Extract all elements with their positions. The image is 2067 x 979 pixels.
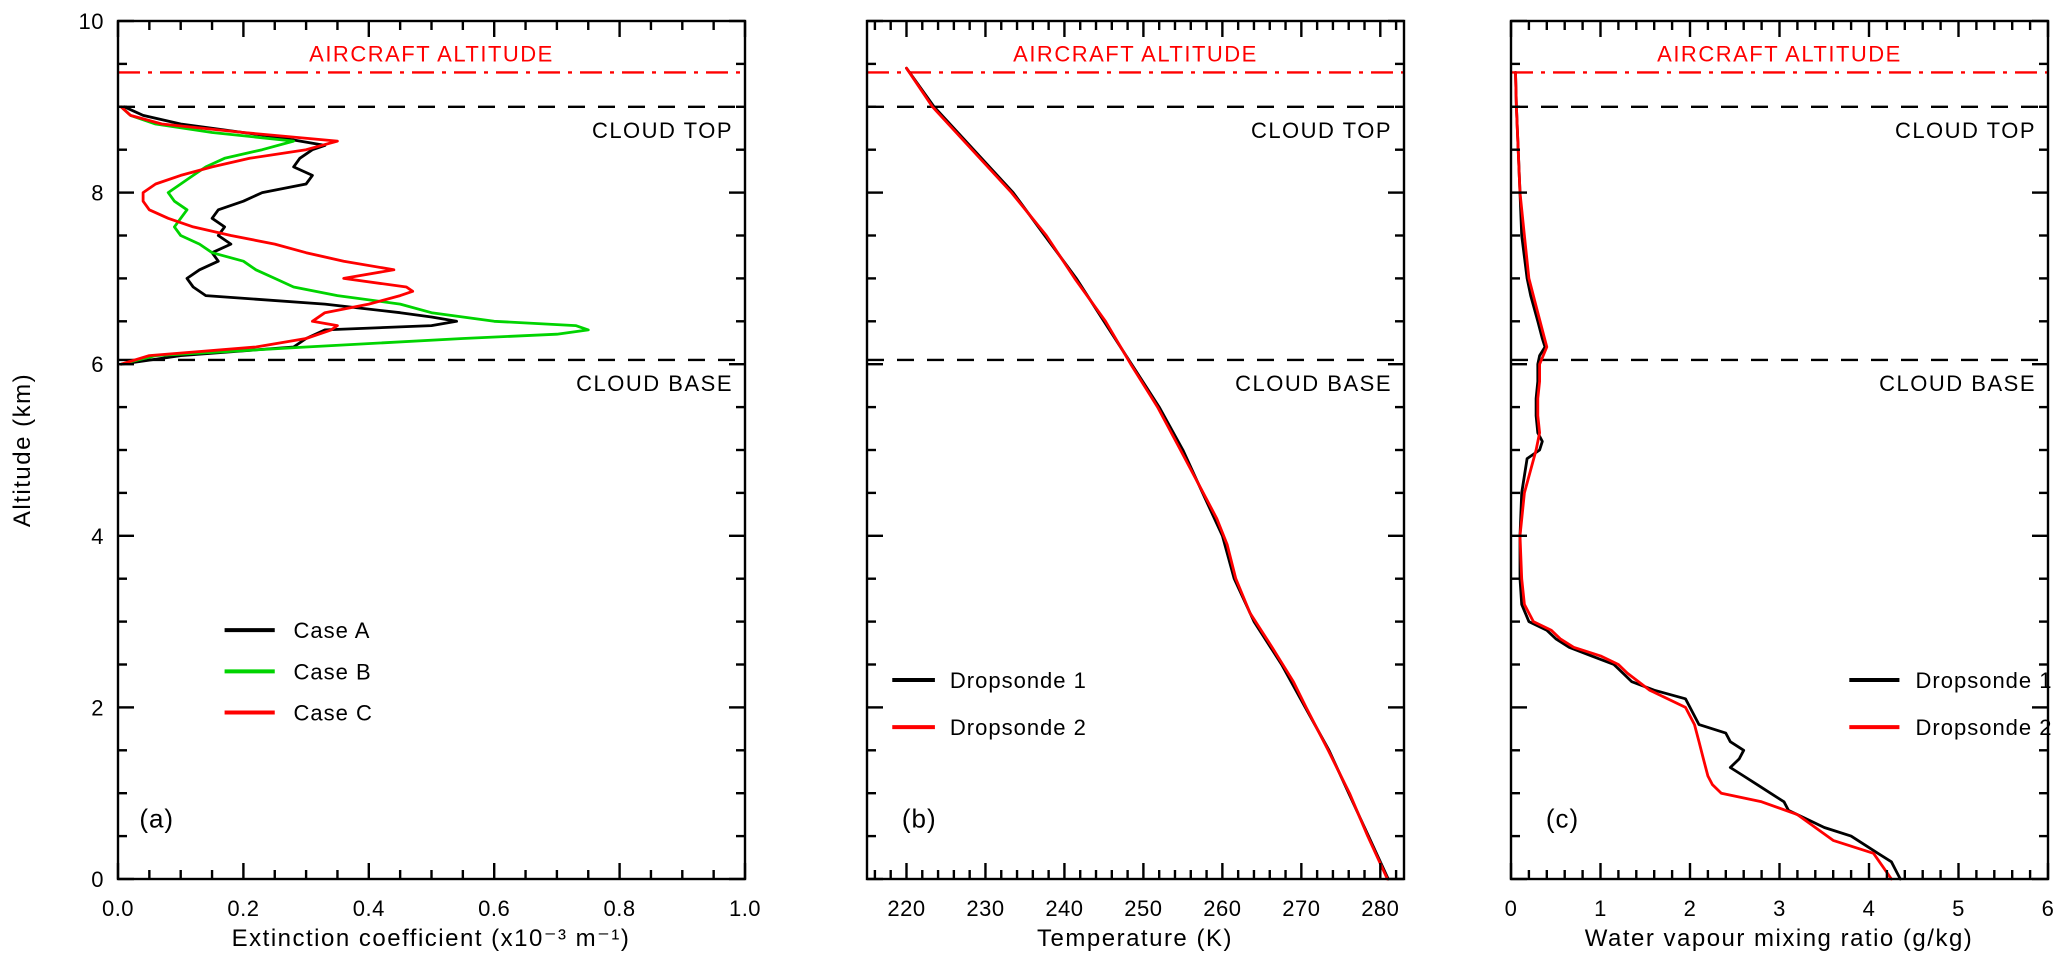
dropsonde-2-line [1514,71,1893,881]
x-tick-label: 250 [1124,896,1162,921]
cloud-top-label: CLOUD TOP [592,118,733,143]
x-tick-label: 1 [1594,896,1607,921]
x-tick-label: 0.4 [353,896,385,921]
aircraft-altitude-label: AIRCRAFT ALTITUDE [1013,41,1258,66]
cloud-base-label: CLOUD BASE [576,371,733,396]
panel-letter-b: (b) [902,804,937,834]
x-tick-label: 6 [2042,896,2055,921]
x-tick-label: 280 [1361,896,1399,921]
cloud-top-label: CLOUD TOP [1251,118,1392,143]
case-a-line [119,105,459,366]
panel-b-x-axis-title: Temperature (K) [1037,925,1233,952]
x-tick-label: 0.2 [227,896,259,921]
dropsonde-1-line [1514,71,1902,881]
cloud-base-label: CLOUD BASE [1235,371,1392,396]
panel-a-x-axis-title: Extinction coefficient (x10⁻³ m⁻¹) [232,925,631,952]
legend-label-case-b: Case B [294,659,372,684]
x-tick-label: 1.0 [729,896,761,921]
legend-label-dropsonde-1: Dropsonde 1 [1916,668,2053,693]
panel-c: AIRCRAFT ALTITUDE CLOUD TOP CLOUD BASE 0 1 2 3… [1505,19,2055,921]
case-b-line [119,105,590,366]
plot-frame-c [1509,19,2050,881]
panel-a: AIRCRAFT ALTITUDE CLOUD TOP CLOUD BASE 0.0 0… [79,9,761,921]
x-tick-label: 0 [1505,896,1518,921]
y-tick-label: 8 [91,181,104,206]
panel-b: AIRCRAFT ALTITUDE CLOUD TOP CLOUD BASE 220 2… [865,19,1406,921]
cloud-base-label: CLOUD BASE [1879,371,2036,396]
case-c-line [119,105,415,366]
dropsonde-1-line [905,66,1390,881]
x-tick-label: 240 [1045,896,1083,921]
y-tick-label: 0 [91,867,104,892]
aircraft-altitude-label: AIRCRAFT ALTITUDE [309,41,554,66]
x-tick-label: 5 [1952,896,1965,921]
panel-letter-a: (a) [139,804,174,834]
panel-letter-c: (c) [1546,804,1579,834]
legend-label-dropsonde-2: Dropsonde 2 [1916,715,2053,740]
dropsonde-2-line [905,66,1389,881]
y-tick-label: 6 [91,352,104,377]
legend-label-case-a: Case A [294,618,371,643]
aircraft-altitude-label: AIRCRAFT ALTITUDE [1657,41,1902,66]
legend-label-case-c: Case C [294,701,373,726]
x-tick-label: 0.8 [604,896,636,921]
plot-frame-b [865,19,1406,881]
legend-label-dropsonde-1: Dropsonde 1 [950,668,1087,693]
x-tick-label: 2 [1684,896,1697,921]
y-tick-label: 2 [91,695,104,720]
y-tick-label: 4 [91,524,104,549]
cloud-top-label: CLOUD TOP [1895,118,2036,143]
x-tick-label: 3 [1773,896,1786,921]
y-axis-title: Altitude (km) [9,373,36,527]
plot-frame-a [116,19,747,881]
x-tick-label: 4 [1863,896,1876,921]
x-tick-label: 220 [887,896,925,921]
panel-c-x-axis-title: Water vapour mixing ratio (g/kg) [1585,925,1974,952]
y-tick-label: 10 [79,9,104,34]
legend-label-dropsonde-2: Dropsonde 2 [950,715,1087,740]
x-tick-label: 260 [1203,896,1241,921]
x-tick-label: 0.6 [478,896,510,921]
x-tick-label: 230 [966,896,1004,921]
x-tick-label: 270 [1282,896,1320,921]
x-tick-label: 0.0 [102,896,134,921]
